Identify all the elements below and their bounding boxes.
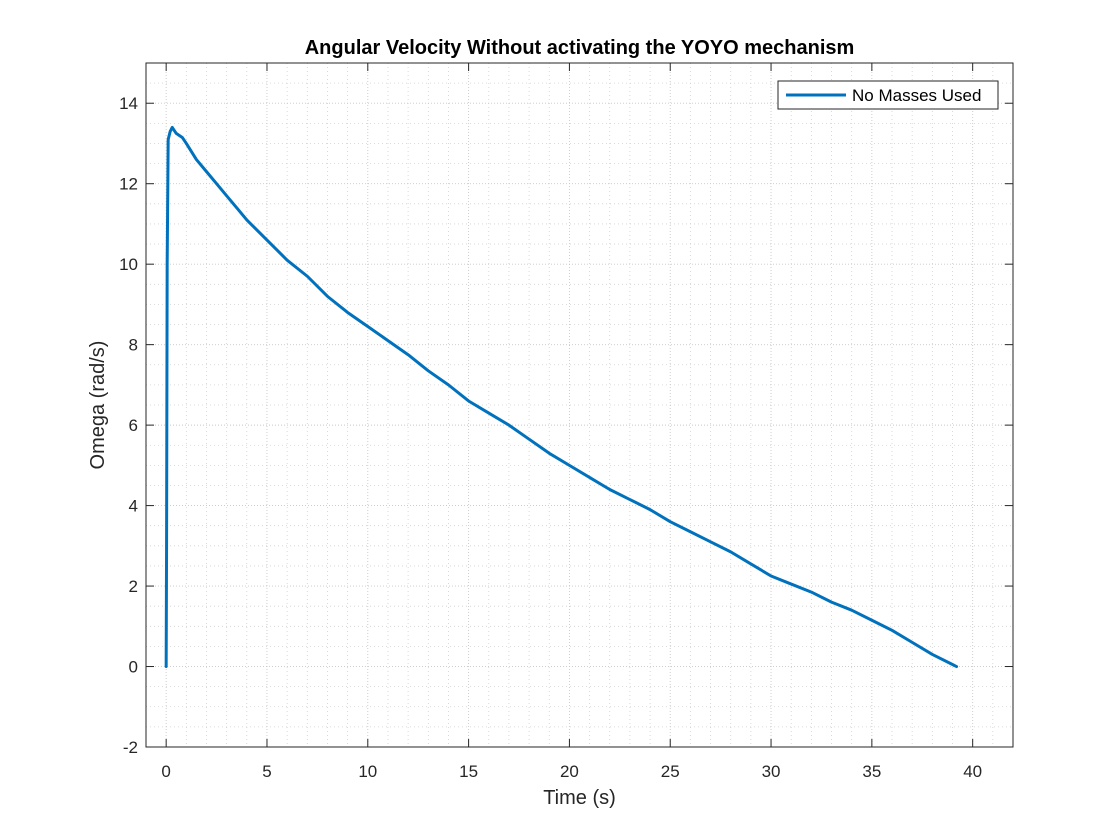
ticks [146,63,1013,748]
y-tick-label: 10 [119,255,138,274]
chart-title: Angular Velocity Without activating the … [305,37,855,59]
y-tick-label: 14 [119,94,138,113]
minor-grid [145,62,1014,747]
legend: No Masses Used [777,80,999,110]
x-tick-label: 40 [963,762,982,781]
y-tick-label: 2 [129,577,138,596]
y-tick-label: 4 [129,497,138,516]
x-tick-label: 0 [161,762,170,781]
y-tick-label: 0 [129,658,138,677]
x-axis-label: Time (s) [543,787,616,809]
x-tick-label: 15 [459,762,478,781]
x-tick-labels: 0 5 10 15 20 25 30 35 40 [161,762,982,781]
legend-label: No Masses Used [852,86,981,105]
series-line [164,125,959,669]
x-tick-label: 5 [262,762,271,781]
axes-box [145,62,1014,748]
y-axis-label: Omega (rad/s) [87,341,109,470]
x-tick-label: 10 [358,762,377,781]
y-tick-label: 12 [119,175,138,194]
y-tick-label: -2 [123,738,138,757]
y-tick-labels: -2 0 2 4 6 8 10 12 14 [119,94,138,757]
x-tick-label: 20 [560,762,579,781]
x-tick-label: 30 [762,762,781,781]
x-tick-label: 35 [862,762,881,781]
x-tick-label: 25 [661,762,680,781]
series-layer [164,125,959,669]
y-tick-label: 6 [129,416,138,435]
y-tick-label: 8 [129,336,138,355]
